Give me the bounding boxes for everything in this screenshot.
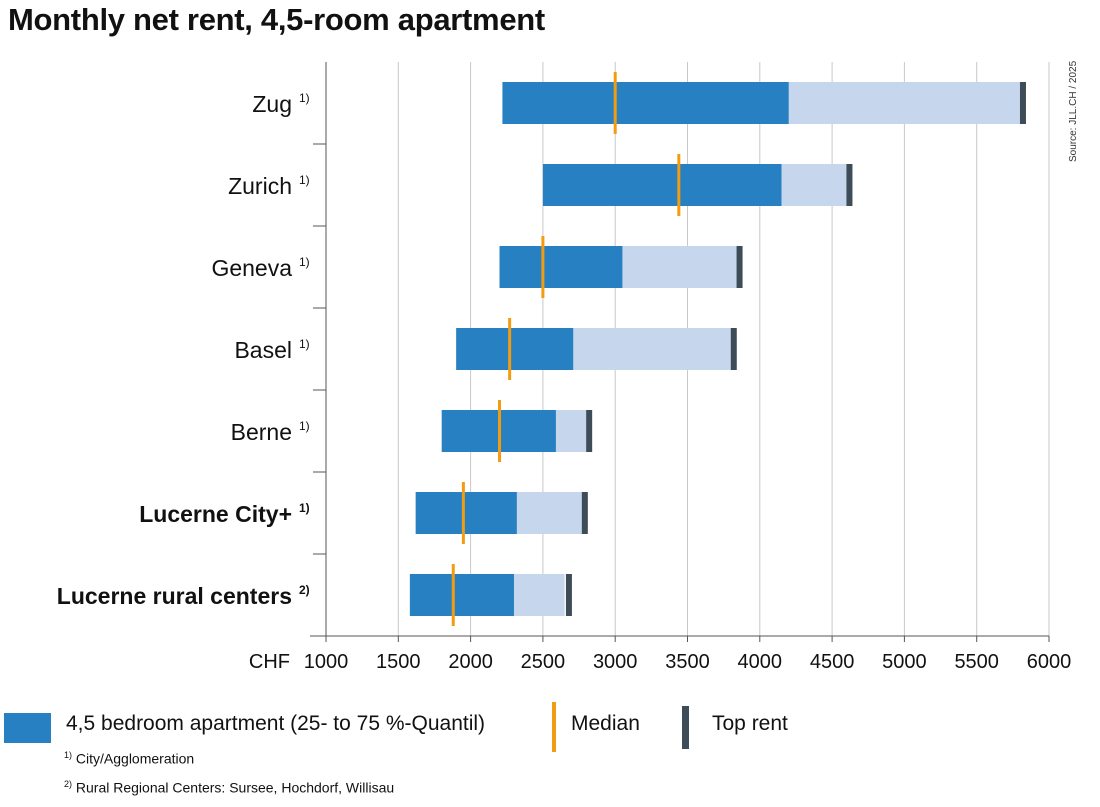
x-tick-label: 5000 [882, 651, 927, 673]
median-marker [541, 236, 545, 298]
legend-label-median: Median [571, 712, 640, 735]
bar-quantile [499, 246, 623, 288]
category-footnote-mark: 1) [299, 337, 310, 351]
category-footnote-mark: 1) [299, 173, 310, 187]
category-label: Lucerne City+ [139, 501, 292, 527]
chart-plot: 1000 1500 2000 2500 3000 3500 4000 4500 5000 5500… [57, 60, 1079, 673]
top-rent-marker [1019, 82, 1026, 124]
category-label: Zurich [228, 173, 292, 199]
bar-quantile [409, 574, 514, 616]
category-label: Lucerne rural centers [57, 583, 292, 609]
category-footnote-mark: 1) [299, 501, 310, 515]
legend-swatch-quantile [4, 713, 51, 743]
median-marker [498, 400, 502, 462]
legend: 4,5 bedroom apartment (25- to 75 %-Quant… [0, 700, 1100, 752]
category-label: Geneva [211, 255, 292, 281]
bar-upper-range [788, 82, 1023, 124]
footnote-1-mark: 1) [64, 750, 73, 760]
top-rent-marker [586, 410, 593, 452]
bar-upper-range [622, 246, 737, 288]
category-footnote-mark: 2) [299, 583, 310, 597]
bar-upper-range [555, 410, 587, 452]
x-tick-label: 4000 [738, 651, 783, 673]
x-tick-label: 4500 [810, 651, 855, 673]
footnote-1: 1) City/Agglomeration [64, 750, 194, 767]
footnote-2-text: Rural Regional Centers: Sursee, Hochdorf… [75, 779, 395, 796]
category-label: Zug [252, 91, 292, 117]
x-tick-label: 2500 [521, 651, 566, 673]
bar-upper-range [781, 164, 847, 206]
x-tick-label: 3500 [665, 651, 710, 673]
legend-swatch-median [552, 702, 556, 752]
x-tick-label: 2000 [448, 651, 493, 673]
top-rent-marker [581, 492, 588, 534]
category-label: Berne [231, 419, 292, 445]
bar-upper-range [516, 492, 582, 534]
category-footnote-mark: 1) [299, 91, 310, 105]
bar-upper-range [513, 574, 565, 616]
median-marker [451, 564, 455, 626]
median-marker [677, 154, 681, 216]
top-rent-marker [736, 246, 743, 288]
legend-swatch-top-rent [682, 706, 689, 749]
bar-quantile [415, 492, 517, 534]
bar-quantile [542, 164, 782, 206]
median-marker [461, 482, 465, 544]
x-tick-label: 1500 [376, 651, 421, 673]
x-tick-label: 6000 [1027, 651, 1072, 673]
footnote-1-text: City/Agglomeration [75, 750, 195, 767]
median-marker [508, 318, 512, 380]
top-rent-marker [565, 574, 572, 616]
bar-quantile [456, 328, 574, 370]
top-rent-marker [846, 164, 853, 206]
footnote-2-mark: 2) [64, 779, 73, 789]
median-marker [613, 72, 617, 134]
x-axis-unit-label: CHF [249, 651, 290, 673]
chart-title: Monthly net rent, 4,5-room apartment [8, 2, 545, 37]
legend-label-quantile: 4,5 bedroom apartment (25- to 75 %-Quant… [66, 712, 486, 735]
x-tick-label: 1000 [304, 651, 349, 673]
category-label: Basel [234, 337, 292, 363]
source-note: Source: JLL.CH / 2025 [1068, 60, 1079, 162]
category-footnote-mark: 1) [299, 255, 310, 269]
footnote-2: 2) Rural Regional Centers: Sursee, Hochd… [64, 779, 394, 796]
bar-quantile [502, 82, 789, 124]
x-tick-label: 3000 [593, 651, 638, 673]
bar-upper-range [573, 328, 731, 370]
top-rent-marker [730, 328, 737, 370]
legend-label-top-rent: Top rent [712, 712, 788, 735]
category-footnote-mark: 1) [299, 419, 310, 433]
x-tick-label: 5500 [954, 651, 999, 673]
